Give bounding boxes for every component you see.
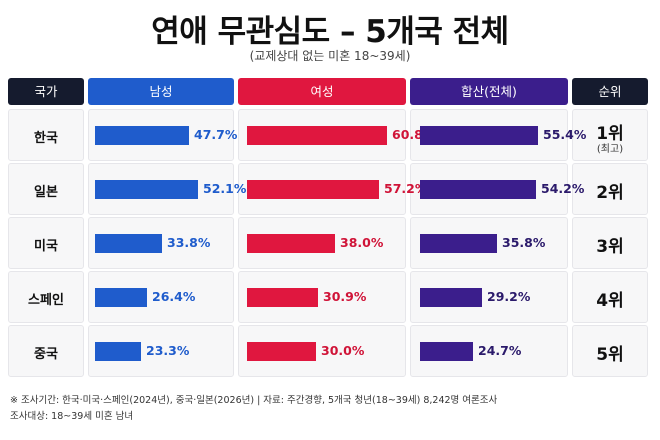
table-cell [8, 325, 84, 377]
male-value-label: 33.8% [167, 235, 211, 250]
table-cell [572, 325, 648, 377]
rank-label: 5위 [596, 345, 624, 365]
table-cell [8, 163, 84, 215]
rank-label: 2위 [596, 183, 624, 203]
table-cell [8, 217, 84, 269]
male-bar [95, 234, 162, 253]
combined-bar [420, 288, 482, 307]
combined-bar [420, 342, 473, 361]
footnote-survey: ※ 조사기간: 한국·미국·스페인(2024년), 중국·일본(2026년) |… [10, 395, 498, 406]
female-bar [247, 288, 318, 307]
rank-note: (최고) [596, 144, 624, 155]
female-value-label: 30.0% [321, 343, 365, 358]
combined-value-label: 35.8% [502, 235, 546, 250]
rank-label: 1위 [596, 124, 624, 144]
table-cell [572, 163, 648, 215]
male-bar [95, 180, 198, 199]
combined-value-label: 24.7% [478, 343, 522, 358]
female-value-label: 38.0% [340, 235, 384, 250]
country-label: 일본 [34, 185, 58, 200]
male-bar [95, 288, 147, 307]
combined-bar [420, 234, 497, 253]
table-cell [8, 109, 84, 161]
chart-title: 연애 무관심도 – 5개국 전체 [151, 14, 509, 50]
country-label: 중국 [34, 347, 58, 362]
male-bar [95, 126, 189, 145]
male-value-label: 26.4% [152, 289, 196, 304]
combined-bar [420, 126, 538, 145]
combined-value-label: 54.2% [541, 181, 585, 196]
male-value-label: 23.3% [146, 343, 190, 358]
male-value-label: 47.7% [194, 127, 238, 142]
female-bar [247, 126, 387, 145]
combined-value-label: 55.4% [543, 127, 587, 142]
chart-subtitle: (교제상대 없는 미혼 18~39세) [249, 49, 411, 63]
header-female: 여성 [238, 78, 406, 105]
table-cell [572, 217, 648, 269]
rank-label: 3위 [596, 237, 624, 257]
female-bar [247, 342, 316, 361]
header-combined: 합산(전체) [410, 78, 568, 105]
table-cell [8, 271, 84, 323]
male-value-label: 52.1% [203, 181, 247, 196]
footnote-target: 조사대상: 18~39세 미혼 남녀 [10, 411, 134, 422]
female-value-label: 57.2% [384, 181, 428, 196]
country-label: 미국 [34, 239, 58, 254]
header-male: 남성 [88, 78, 234, 105]
male-bar [95, 342, 141, 361]
table-cell [572, 109, 648, 161]
female-value-label: 30.9% [323, 289, 367, 304]
rank-label: 4위 [596, 291, 624, 311]
female-bar [247, 180, 379, 199]
country-label: 한국 [34, 131, 58, 146]
combined-value-label: 29.2% [487, 289, 531, 304]
header-country: 국가 [8, 78, 84, 105]
female-bar [247, 234, 335, 253]
header-rank: 순위 [572, 78, 648, 105]
table-cell [572, 271, 648, 323]
country-label: 스페인 [28, 293, 64, 308]
combined-bar [420, 180, 536, 199]
